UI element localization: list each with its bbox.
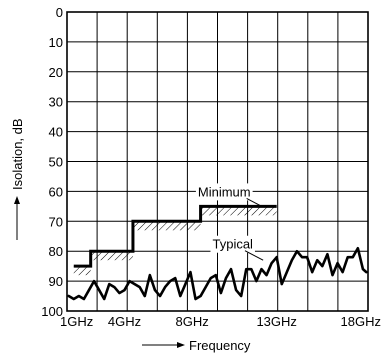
minimum-hatch-band xyxy=(132,221,201,231)
y-tick-label: 0 xyxy=(56,5,63,20)
y-tick-label: 80 xyxy=(49,244,63,259)
y-axis-arrow-head xyxy=(14,196,20,204)
x-axis-title: Frequency xyxy=(142,338,251,353)
y-tick-label: 30 xyxy=(49,95,63,110)
y-tick-label: 70 xyxy=(49,214,63,229)
annotation-leader xyxy=(246,197,261,206)
series-line-typical xyxy=(67,246,368,301)
x-tick-label: 1GHz xyxy=(60,314,93,329)
x-tick-label: 18GHz xyxy=(341,314,381,329)
y-tick-label: 60 xyxy=(49,184,63,199)
y-tick-label: 40 xyxy=(49,125,63,140)
annotation-label: Typical xyxy=(212,237,253,252)
y-tick-label: 90 xyxy=(49,274,63,289)
y-tick-label: 10 xyxy=(49,35,63,50)
minimum-hatch-band xyxy=(200,206,277,216)
y-axis-title: Isolation, dB xyxy=(10,118,25,240)
y-axis-label: Isolation, dB xyxy=(10,118,25,190)
plot-frame xyxy=(66,11,369,312)
minimum-hatch-band xyxy=(73,266,91,276)
annotations: Minimum Typical xyxy=(195,183,264,261)
minimum-hatch xyxy=(73,206,277,276)
series xyxy=(67,204,368,301)
annotation-bg xyxy=(195,183,253,201)
y-tick-label: 50 xyxy=(49,155,63,170)
x-tick-labels: 1GHz 4GHz 8GHz 13GHz 18GHz xyxy=(60,314,381,329)
x-axis-label: Frequency xyxy=(189,338,251,353)
x-tick-label: 4GHz xyxy=(108,314,141,329)
series-line-minimum xyxy=(73,204,277,268)
y-tick-label: 100 xyxy=(41,304,63,319)
x-tick-label: 13GHz xyxy=(256,314,296,329)
x-axis-arrow-head xyxy=(177,342,185,348)
annotation-leader xyxy=(244,250,264,261)
y-tick-label: 20 xyxy=(49,65,63,80)
x-tick-label: 8GHz xyxy=(176,314,209,329)
annotation-label: Minimum xyxy=(198,184,251,199)
y-tick-labels: 0 10 20 30 40 50 60 70 80 90 100 xyxy=(41,5,63,319)
annotation-bg xyxy=(210,235,255,253)
minimum-hatch-band xyxy=(90,251,133,261)
